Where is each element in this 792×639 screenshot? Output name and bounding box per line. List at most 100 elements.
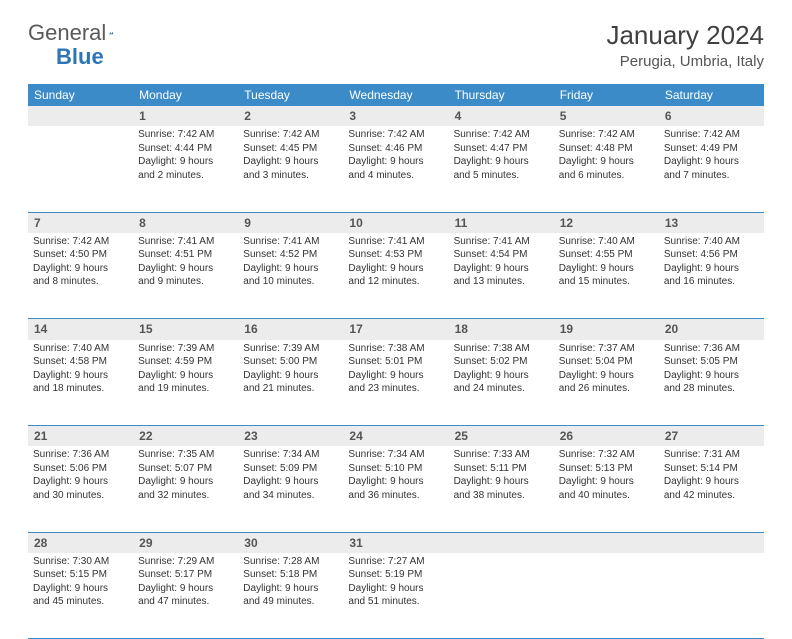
day2-text: and 12 minutes.: [348, 275, 443, 289]
day-number-cell: 29: [133, 532, 238, 553]
sunrise-text: Sunrise: 7:39 AM: [138, 342, 233, 356]
sunrise-text: Sunrise: 7:41 AM: [138, 235, 233, 249]
day-cell: Sunrise: 7:40 AMSunset: 4:56 PMDaylight:…: [659, 233, 764, 319]
sunset-text: Sunset: 5:19 PM: [348, 568, 443, 582]
day-number-cell: 23: [238, 426, 343, 447]
brand-part2: Blue: [56, 44, 104, 70]
day1-text: Daylight: 9 hours: [348, 262, 443, 276]
sunset-text: Sunset: 4:50 PM: [33, 248, 128, 262]
day2-text: and 21 minutes.: [243, 382, 338, 396]
day-number-cell: 17: [343, 319, 448, 340]
sunrise-text: Sunrise: 7:41 AM: [454, 235, 549, 249]
sunrise-text: Sunrise: 7:39 AM: [243, 342, 338, 356]
sunset-text: Sunset: 4:47 PM: [454, 142, 549, 156]
day-cell: Sunrise: 7:40 AMSunset: 4:55 PMDaylight:…: [554, 233, 659, 319]
sunrise-text: Sunrise: 7:42 AM: [559, 128, 654, 142]
weekday-header: Tuesday: [238, 84, 343, 106]
sunrise-text: Sunrise: 7:42 AM: [664, 128, 759, 142]
sunset-text: Sunset: 5:18 PM: [243, 568, 338, 582]
day-cell: Sunrise: 7:41 AMSunset: 4:53 PMDaylight:…: [343, 233, 448, 319]
day-cell: Sunrise: 7:27 AMSunset: 5:19 PMDaylight:…: [343, 553, 448, 639]
day-cell: Sunrise: 7:36 AMSunset: 5:06 PMDaylight:…: [28, 446, 133, 532]
day-number-cell: 26: [554, 426, 659, 447]
sunset-text: Sunset: 5:13 PM: [559, 462, 654, 476]
day2-text: and 8 minutes.: [33, 275, 128, 289]
sunrise-text: Sunrise: 7:28 AM: [243, 555, 338, 569]
day-cell: Sunrise: 7:33 AMSunset: 5:11 PMDaylight:…: [449, 446, 554, 532]
day1-text: Daylight: 9 hours: [348, 475, 443, 489]
day-cell: Sunrise: 7:38 AMSunset: 5:02 PMDaylight:…: [449, 340, 554, 426]
sunset-text: Sunset: 4:56 PM: [664, 248, 759, 262]
day-cell: Sunrise: 7:38 AMSunset: 5:01 PMDaylight:…: [343, 340, 448, 426]
day-cell: Sunrise: 7:42 AMSunset: 4:47 PMDaylight:…: [449, 126, 554, 212]
day1-text: Daylight: 9 hours: [243, 155, 338, 169]
sunrise-text: Sunrise: 7:34 AM: [243, 448, 338, 462]
sunrise-text: Sunrise: 7:35 AM: [138, 448, 233, 462]
day-number-cell: 11: [449, 212, 554, 233]
day1-text: Daylight: 9 hours: [243, 262, 338, 276]
day2-text: and 47 minutes.: [138, 595, 233, 609]
sunrise-text: Sunrise: 7:37 AM: [559, 342, 654, 356]
page-header: General January 2024 Perugia, Umbria, It…: [28, 20, 764, 70]
day1-text: Daylight: 9 hours: [454, 475, 549, 489]
day-data-row: Sunrise: 7:30 AMSunset: 5:15 PMDaylight:…: [28, 553, 764, 639]
day-number-row: 123456: [28, 106, 764, 126]
calendar-table: Sunday Monday Tuesday Wednesday Thursday…: [28, 84, 764, 639]
day-cell: Sunrise: 7:30 AMSunset: 5:15 PMDaylight:…: [28, 553, 133, 639]
day-number-cell: 16: [238, 319, 343, 340]
day1-text: Daylight: 9 hours: [559, 369, 654, 383]
day-number-cell: 13: [659, 212, 764, 233]
weekday-header: Sunday: [28, 84, 133, 106]
day-number-cell: 20: [659, 319, 764, 340]
day-number-cell: [28, 106, 133, 126]
day-cell: Sunrise: 7:41 AMSunset: 4:52 PMDaylight:…: [238, 233, 343, 319]
day-cell: Sunrise: 7:32 AMSunset: 5:13 PMDaylight:…: [554, 446, 659, 532]
day1-text: Daylight: 9 hours: [559, 155, 654, 169]
day-number-cell: 6: [659, 106, 764, 126]
day-cell: Sunrise: 7:28 AMSunset: 5:18 PMDaylight:…: [238, 553, 343, 639]
sunrise-text: Sunrise: 7:42 AM: [454, 128, 549, 142]
sunrise-text: Sunrise: 7:42 AM: [138, 128, 233, 142]
day-cell: Sunrise: 7:34 AMSunset: 5:09 PMDaylight:…: [238, 446, 343, 532]
day-number-cell: 1: [133, 106, 238, 126]
day2-text: and 15 minutes.: [559, 275, 654, 289]
weekday-header: Wednesday: [343, 84, 448, 106]
day-number-cell: 27: [659, 426, 764, 447]
day-number-cell: 2: [238, 106, 343, 126]
day-cell: Sunrise: 7:42 AMSunset: 4:49 PMDaylight:…: [659, 126, 764, 212]
day1-text: Daylight: 9 hours: [559, 475, 654, 489]
day2-text: and 30 minutes.: [33, 489, 128, 503]
day-number-cell: 22: [133, 426, 238, 447]
sunset-text: Sunset: 5:00 PM: [243, 355, 338, 369]
sunrise-text: Sunrise: 7:41 AM: [243, 235, 338, 249]
day-number-cell: 12: [554, 212, 659, 233]
sunset-text: Sunset: 4:53 PM: [348, 248, 443, 262]
sunset-text: Sunset: 4:59 PM: [138, 355, 233, 369]
day1-text: Daylight: 9 hours: [664, 475, 759, 489]
sunset-text: Sunset: 4:49 PM: [664, 142, 759, 156]
day1-text: Daylight: 9 hours: [138, 262, 233, 276]
day-number-cell: 18: [449, 319, 554, 340]
day2-text: and 7 minutes.: [664, 169, 759, 183]
day2-text: and 19 minutes.: [138, 382, 233, 396]
sunset-text: Sunset: 4:44 PM: [138, 142, 233, 156]
title-block: January 2024 Perugia, Umbria, Italy: [606, 20, 764, 70]
sunrise-text: Sunrise: 7:40 AM: [559, 235, 654, 249]
day1-text: Daylight: 9 hours: [33, 582, 128, 596]
weekday-header: Saturday: [659, 84, 764, 106]
day1-text: Daylight: 9 hours: [454, 155, 549, 169]
sunrise-text: Sunrise: 7:29 AM: [138, 555, 233, 569]
logo-triangle-icon: [109, 26, 113, 40]
day1-text: Daylight: 9 hours: [138, 475, 233, 489]
day-number-cell: 15: [133, 319, 238, 340]
sunset-text: Sunset: 5:15 PM: [33, 568, 128, 582]
day1-text: Daylight: 9 hours: [348, 155, 443, 169]
sunrise-text: Sunrise: 7:40 AM: [33, 342, 128, 356]
brand-blue-row: Blue: [56, 44, 104, 70]
sunrise-text: Sunrise: 7:42 AM: [33, 235, 128, 249]
sunset-text: Sunset: 4:51 PM: [138, 248, 233, 262]
day-number-cell: 10: [343, 212, 448, 233]
sunrise-text: Sunrise: 7:34 AM: [348, 448, 443, 462]
day1-text: Daylight: 9 hours: [138, 155, 233, 169]
day-number-cell: 5: [554, 106, 659, 126]
